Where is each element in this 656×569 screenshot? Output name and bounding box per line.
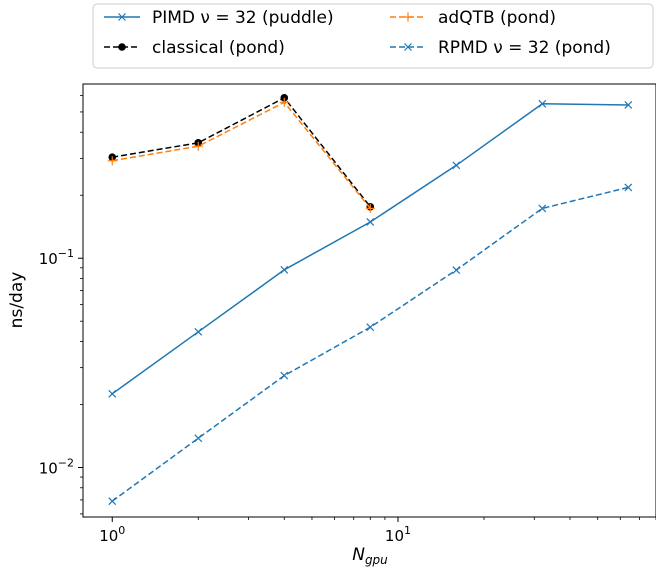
legend-swatch-marker bbox=[118, 43, 126, 51]
series-3-point-4 bbox=[452, 266, 461, 274]
legend-item-3: RPMD ν = 32 (pond) bbox=[390, 38, 611, 58]
series-2-point-2 bbox=[279, 97, 289, 107]
series-3-point-0 bbox=[108, 497, 117, 506]
legend-label: adQTB (pond) bbox=[438, 8, 556, 28]
series-0-point-4 bbox=[452, 161, 461, 170]
series-0-line bbox=[111, 103, 629, 395]
series-2-line bbox=[112, 101, 371, 209]
x-axis-label: Ngpu bbox=[352, 545, 388, 567]
series-2-point-1 bbox=[193, 141, 203, 151]
y-axis-label: ns/day bbox=[7, 272, 27, 329]
series-0 bbox=[108, 99, 633, 398]
legend-item-0: PIMD ν = 32 (puddle) bbox=[104, 8, 334, 28]
legend-swatch-marker bbox=[404, 43, 412, 51]
plot-frame bbox=[82, 83, 656, 518]
series-2 bbox=[107, 97, 375, 213]
legend-label: PIMD ν = 32 (puddle) bbox=[152, 8, 334, 28]
legend-label: RPMD ν = 32 (pond) bbox=[438, 38, 611, 58]
x-tick-label-0: 100 bbox=[99, 524, 125, 545]
series-0-point-6 bbox=[624, 101, 633, 109]
series-0-point-5 bbox=[538, 99, 547, 108]
series-3-point-2 bbox=[280, 371, 289, 380]
legend-label: classical (pond) bbox=[152, 38, 285, 58]
series-3-point-5 bbox=[538, 204, 547, 213]
y-tick-label-1: 10−1 bbox=[39, 247, 74, 268]
series-3-point-1 bbox=[194, 434, 203, 443]
plot-area bbox=[107, 94, 633, 506]
legend-box bbox=[92, 3, 654, 69]
axes: 100 101 10−2 10−1 bbox=[39, 94, 656, 545]
legend-item-2: adQTB (pond) bbox=[390, 8, 556, 28]
x-tick-label-1: 101 bbox=[385, 524, 411, 545]
series-0-point-2 bbox=[280, 265, 289, 274]
series-2-point-0 bbox=[107, 156, 117, 166]
series-1-line bbox=[112, 96, 371, 208]
y-tick-label-0: 10−2 bbox=[39, 456, 74, 477]
series-1 bbox=[108, 94, 375, 211]
legend-swatch-marker bbox=[403, 12, 413, 22]
series-2-point-3 bbox=[365, 203, 375, 213]
legend-item-1: classical (pond) bbox=[104, 38, 285, 58]
legend: PIMD ν = 32 (puddle) classical (pond) adQT… bbox=[104, 8, 611, 58]
series-0-point-1 bbox=[194, 327, 203, 336]
series-0-point-0 bbox=[108, 389, 117, 398]
series-3 bbox=[108, 183, 633, 506]
series-3-line bbox=[111, 186, 629, 502]
series-3-point-6 bbox=[624, 183, 633, 192]
series-3-point-3 bbox=[366, 323, 375, 332]
series-0-point-3 bbox=[366, 218, 375, 226]
legend-swatch-marker bbox=[118, 13, 126, 21]
